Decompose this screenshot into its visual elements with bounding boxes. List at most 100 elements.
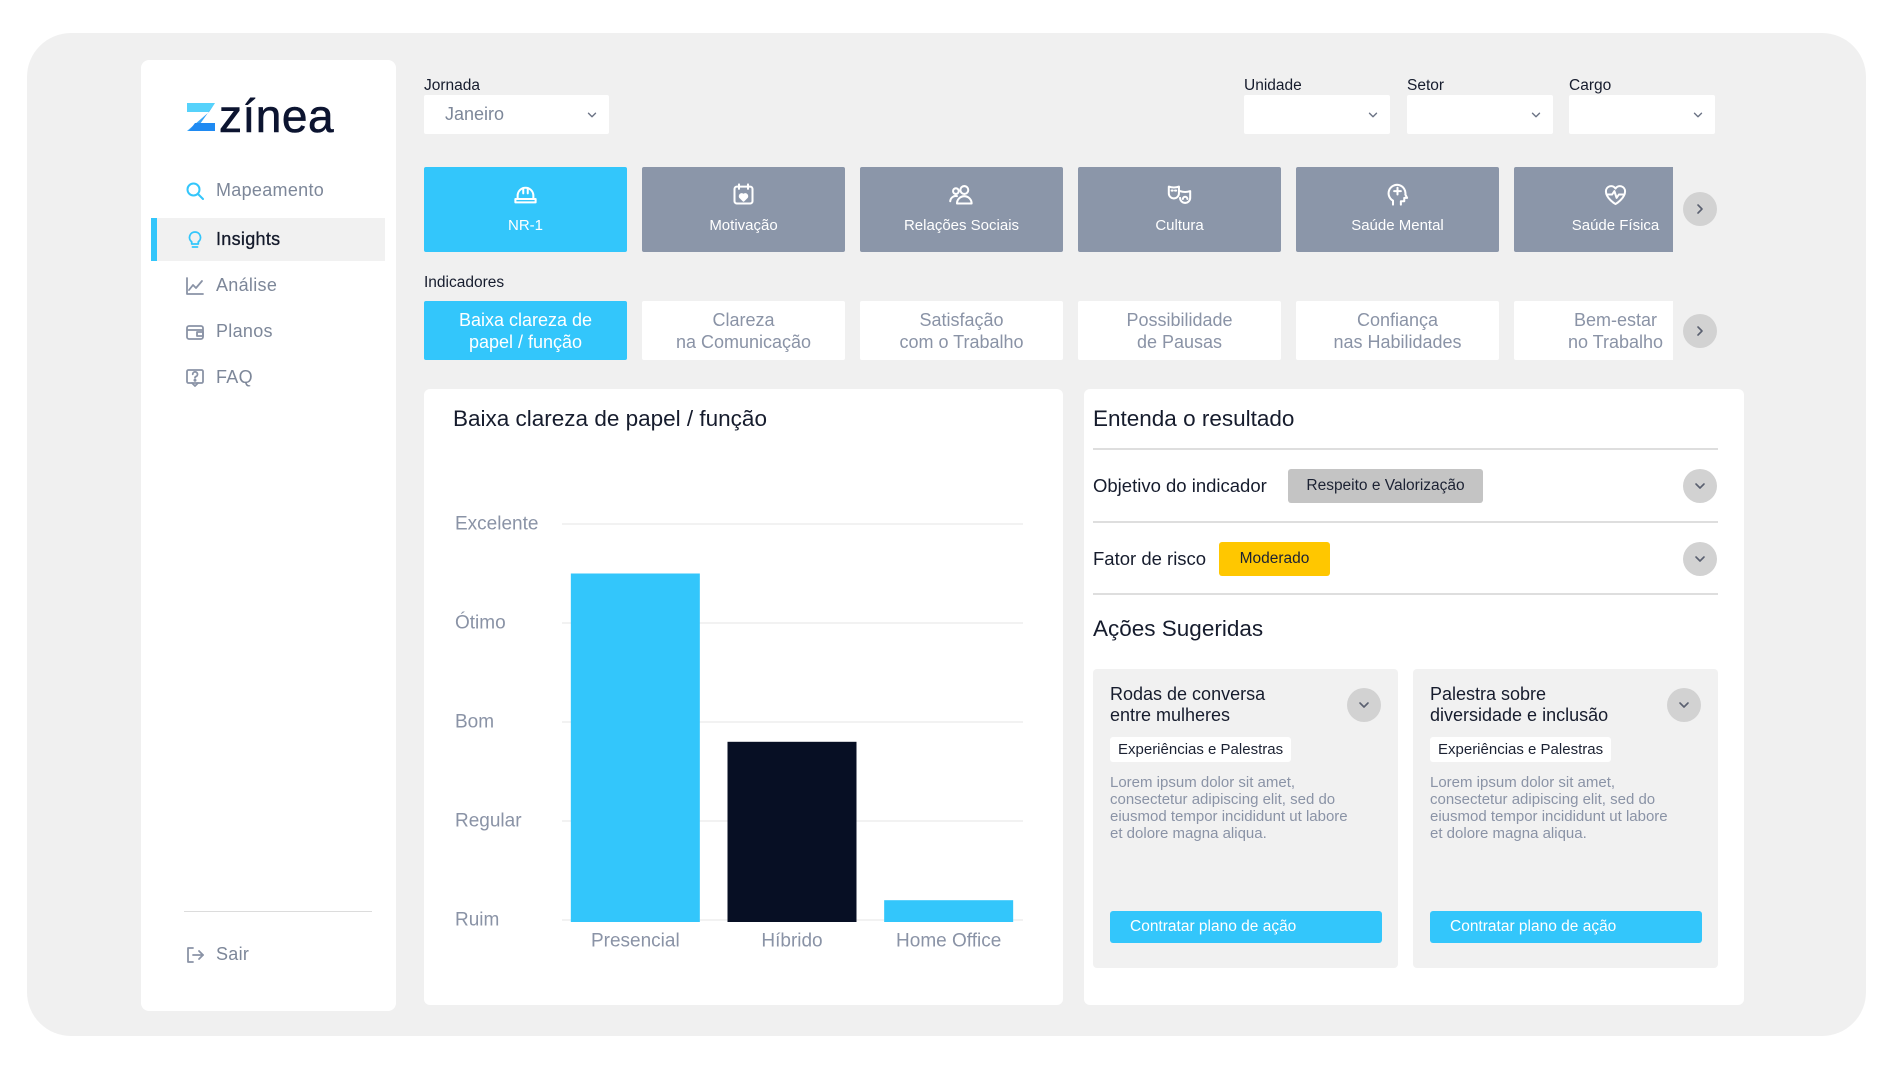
sidebar-item-planos[interactable]: Planos — [151, 310, 385, 353]
description-line: eiusmod tempor incididunt ut labore — [1110, 808, 1348, 825]
theater-masks-icon — [1167, 185, 1192, 204]
button-label: Contratar plano de ação — [1130, 918, 1297, 935]
people-icon — [949, 185, 973, 205]
sidebar-item-insights[interactable]: Insights — [151, 218, 385, 261]
heart-pulse-icon — [1604, 185, 1627, 206]
y-tick-label: Excelente — [455, 514, 538, 535]
description-line: consectetur adipiscing elit, sed do — [1110, 791, 1336, 808]
indicator-label-line: no Trabalho — [1567, 331, 1664, 352]
chevron-down-icon — [1531, 112, 1541, 118]
indicator-tile[interactable]: Possibilidade de Pausas — [1078, 301, 1281, 360]
sidebar-item-label: Insights — [216, 229, 281, 249]
sidebar-item-mapeamento[interactable]: Mapeamento — [151, 169, 385, 212]
action-card: Rodas de conversa entre mulheres Experiê… — [1093, 669, 1398, 968]
setor-select[interactable] — [1407, 95, 1553, 134]
sidebar-item-label: Planos — [216, 321, 273, 341]
indicator-label-line: Satisfação — [919, 309, 1004, 330]
divider — [1093, 448, 1718, 450]
chart-title: Baixa clareza de papel / função — [453, 406, 767, 431]
action-title-line: entre mulheres — [1110, 705, 1231, 725]
x-tick-label: Home Office — [896, 931, 1001, 952]
filter-label-jornada: Jornada — [424, 77, 481, 94]
calendar-heart-icon — [733, 183, 754, 205]
action-title-line: diversidade e inclusão — [1430, 705, 1609, 725]
chevron-down-icon — [1368, 112, 1378, 118]
bar — [727, 741, 857, 922]
logo-mark-icon — [187, 103, 215, 131]
chevron-down-icon — [1695, 556, 1705, 562]
indicator-tile[interactable]: Baixa clareza de papel / função — [424, 301, 627, 360]
filter-label-setor: Setor — [1407, 77, 1445, 94]
action-description: Lorem ipsum dolor sit amet, consectetur … — [1110, 774, 1348, 842]
bar — [570, 573, 700, 922]
category-tile-cultura[interactable]: Cultura — [1078, 167, 1281, 252]
indicator-tile[interactable]: Clareza na Comunicação — [642, 301, 845, 360]
line-chart-icon — [186, 277, 204, 295]
sidebar-item-faq[interactable]: FAQ — [151, 356, 385, 399]
result-title: Entenda o resultado — [1093, 406, 1295, 431]
category-tile-motivacao[interactable]: Motivação — [642, 167, 845, 252]
chevron-down-icon — [1679, 702, 1689, 708]
objective-expand-button[interactable] — [1683, 469, 1717, 503]
risk-label: Fator de risco — [1093, 548, 1207, 569]
divider — [1093, 593, 1718, 595]
x-tick-label: Presencial — [591, 931, 680, 952]
mind-icon — [1387, 183, 1409, 206]
category-tile-saude-mental[interactable]: Saúde Mental — [1296, 167, 1499, 252]
description-line: et dolore magna aliqua. — [1430, 825, 1587, 842]
hire-action-plan-button[interactable]: Contratar plano de ação — [1430, 911, 1702, 943]
result-card: Entenda o resultado Objetivo do indicado… — [1084, 389, 1744, 1005]
jornada-select-value: Janeiro — [445, 104, 505, 124]
category-next-button[interactable] — [1683, 192, 1717, 226]
actions-title: Ações Sugeridas — [1093, 616, 1264, 641]
action-expand-button[interactable] — [1347, 688, 1381, 722]
logout-button[interactable]: Sair — [151, 933, 385, 976]
sidebar-item-label: Mapeamento — [216, 180, 325, 200]
category-tile-saude-fisica[interactable]: Saúde Física — [1514, 167, 1673, 252]
faq-icon — [186, 369, 204, 387]
chart-card: Baixa clareza de papel / função Ruim Regu… — [424, 389, 1063, 1005]
sidebar-item-label: FAQ — [216, 367, 253, 387]
indicator-tile[interactable]: Satisfação com o Trabalho — [860, 301, 1063, 360]
description-line: Lorem ipsum dolor sit amet, — [1110, 774, 1296, 791]
wallet-icon — [186, 325, 204, 340]
unidade-select[interactable] — [1244, 95, 1390, 134]
y-tick-label: Regular — [455, 811, 522, 832]
action-title-line: Rodas de conversa — [1110, 684, 1266, 704]
category-label: Saúde Física — [1571, 217, 1660, 234]
category-tile-nr1[interactable]: NR-1 — [424, 167, 627, 252]
objective-label: Objetivo do indicador — [1093, 475, 1267, 496]
indicator-next-button[interactable] — [1683, 314, 1717, 348]
risk-expand-button[interactable] — [1683, 542, 1717, 576]
category-label: Relações Sociais — [903, 217, 1020, 234]
category-label: Cultura — [1155, 217, 1204, 234]
indicator-tile[interactable]: Bem-estar no Trabalho — [1514, 301, 1673, 360]
filter-label-unidade: Unidade — [1244, 77, 1302, 94]
indicator-label-line: Bem-estar — [1573, 309, 1658, 330]
hire-action-plan-button[interactable]: Contratar plano de ação — [1110, 911, 1382, 943]
indicator-label-line: Baixa clareza de — [458, 309, 593, 330]
indicators-label: Indicadores — [424, 274, 505, 291]
category-tile-relacoes-sociais[interactable]: Relações Sociais — [860, 167, 1063, 252]
indicator-label-line: Confiança — [1356, 309, 1439, 330]
indicator-label-line: Clareza — [712, 309, 775, 330]
indicator-label-line: papel / função — [468, 331, 583, 352]
lightbulb-icon — [188, 231, 202, 248]
bar — [884, 900, 1014, 922]
cargo-select[interactable] — [1569, 95, 1715, 134]
y-tick-label: Bom — [455, 712, 494, 733]
indicator-tile[interactable]: Confiança nas Habilidades — [1296, 301, 1499, 360]
jornada-select[interactable]: Janeiro — [424, 95, 609, 134]
indicator-label-line: na Comunicação — [675, 331, 812, 352]
sidebar-item-analise[interactable]: Análise — [151, 264, 385, 307]
indicator-label-line: de Pausas — [1136, 331, 1223, 352]
description-line: eiusmod tempor incididunt ut labore — [1430, 808, 1668, 825]
sidebar: zínea Mapeamento Insights Análise Planos — [141, 60, 396, 1011]
action-title: Palestra sobre diversidade e inclusão — [1430, 684, 1608, 726]
action-expand-button[interactable] — [1667, 688, 1701, 722]
indicator-carousel: Baixa clareza de papel / função Clareza … — [424, 301, 1673, 360]
category-label: NR-1 — [507, 217, 543, 234]
chevron-down-icon — [587, 112, 597, 118]
sidebar-divider — [184, 911, 372, 912]
